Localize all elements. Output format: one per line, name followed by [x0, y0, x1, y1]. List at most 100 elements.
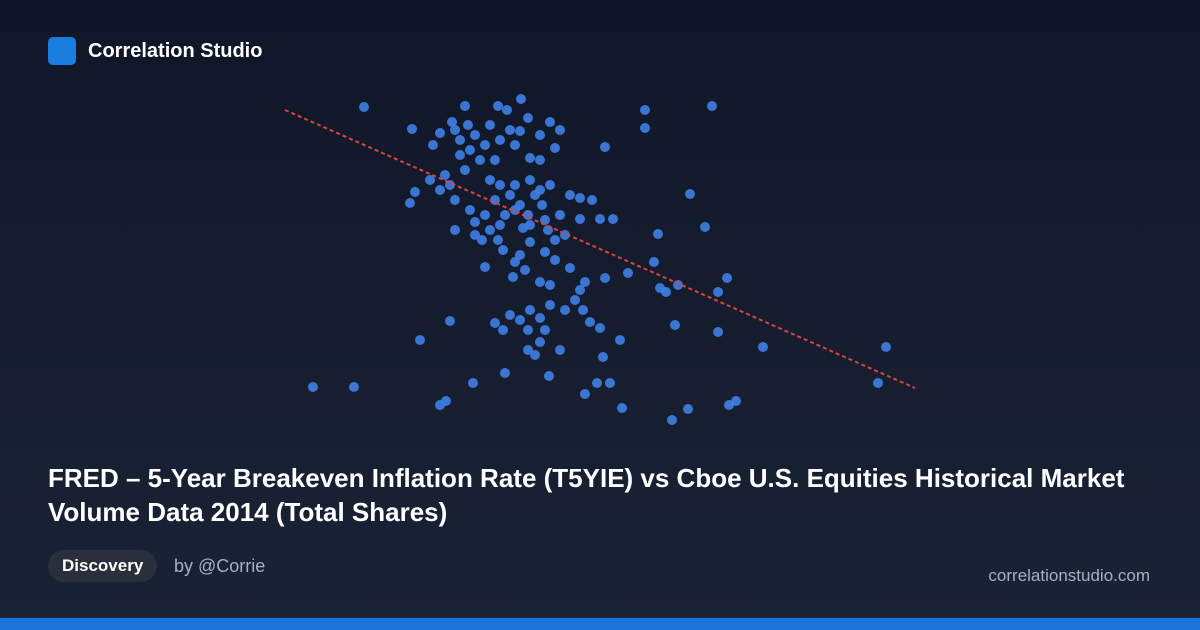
point — [470, 130, 480, 140]
point — [525, 305, 535, 315]
point — [598, 352, 608, 362]
point — [653, 229, 663, 239]
point — [700, 222, 710, 232]
point — [441, 396, 451, 406]
point — [505, 310, 515, 320]
point — [640, 123, 650, 133]
point — [545, 300, 555, 310]
point — [468, 378, 478, 388]
point — [881, 342, 891, 352]
point — [617, 403, 627, 413]
point — [560, 305, 570, 315]
point — [555, 125, 565, 135]
point — [545, 117, 555, 127]
point — [470, 217, 480, 227]
point — [470, 230, 480, 240]
point — [575, 285, 585, 295]
point — [495, 135, 505, 145]
point — [722, 273, 732, 283]
point — [523, 345, 533, 355]
point — [540, 247, 550, 257]
point — [575, 193, 585, 203]
point — [707, 101, 717, 111]
point — [667, 415, 677, 425]
point — [493, 235, 503, 245]
point — [673, 280, 683, 290]
point — [580, 389, 590, 399]
point — [515, 315, 525, 325]
point — [525, 153, 535, 163]
point — [435, 128, 445, 138]
point — [595, 323, 605, 333]
site[interactable]: correlationstudio.com — [988, 566, 1150, 585]
point — [649, 257, 659, 267]
author[interactable]: by @Corrie — [174, 556, 266, 576]
point — [600, 273, 610, 283]
bottom-bar — [0, 618, 1200, 630]
point — [510, 140, 520, 150]
point — [550, 143, 560, 153]
point — [447, 117, 457, 127]
point — [480, 140, 490, 150]
point — [349, 382, 359, 392]
point — [535, 313, 545, 323]
point — [450, 195, 460, 205]
point — [544, 371, 554, 381]
point — [445, 316, 455, 326]
point — [685, 189, 695, 199]
point — [535, 130, 545, 140]
point — [508, 272, 518, 282]
point — [555, 210, 565, 220]
tag[interactable]: Discovery — [48, 550, 158, 582]
point — [485, 225, 495, 235]
point — [415, 335, 425, 345]
point — [493, 101, 503, 111]
point — [505, 190, 515, 200]
point — [713, 287, 723, 297]
point — [550, 235, 560, 245]
point — [463, 120, 473, 130]
point — [477, 235, 487, 245]
point — [455, 150, 465, 160]
point — [485, 175, 495, 185]
point — [490, 318, 500, 328]
point — [510, 180, 520, 190]
point — [530, 190, 540, 200]
point — [585, 317, 595, 327]
point — [498, 245, 508, 255]
point — [565, 190, 575, 200]
point — [535, 277, 545, 287]
point — [640, 105, 650, 115]
point — [465, 205, 475, 215]
scatter-plot — [284, 94, 916, 425]
point — [670, 320, 680, 330]
point — [731, 396, 741, 406]
point — [537, 200, 547, 210]
point — [359, 102, 369, 112]
point — [535, 337, 545, 347]
point — [435, 185, 445, 195]
point — [516, 94, 526, 104]
point — [523, 325, 533, 335]
point — [615, 335, 625, 345]
point — [545, 280, 555, 290]
point — [580, 277, 590, 287]
point — [490, 155, 500, 165]
logo — [48, 37, 76, 65]
point — [425, 175, 435, 185]
point — [545, 180, 555, 190]
point — [480, 262, 490, 272]
point — [600, 142, 610, 152]
point — [495, 220, 505, 230]
point — [460, 165, 470, 175]
point — [578, 305, 588, 315]
point — [450, 225, 460, 235]
point — [440, 170, 450, 180]
point — [495, 180, 505, 190]
point — [455, 135, 465, 145]
point — [480, 210, 490, 220]
point — [498, 325, 508, 335]
point — [592, 378, 602, 388]
point — [475, 155, 485, 165]
